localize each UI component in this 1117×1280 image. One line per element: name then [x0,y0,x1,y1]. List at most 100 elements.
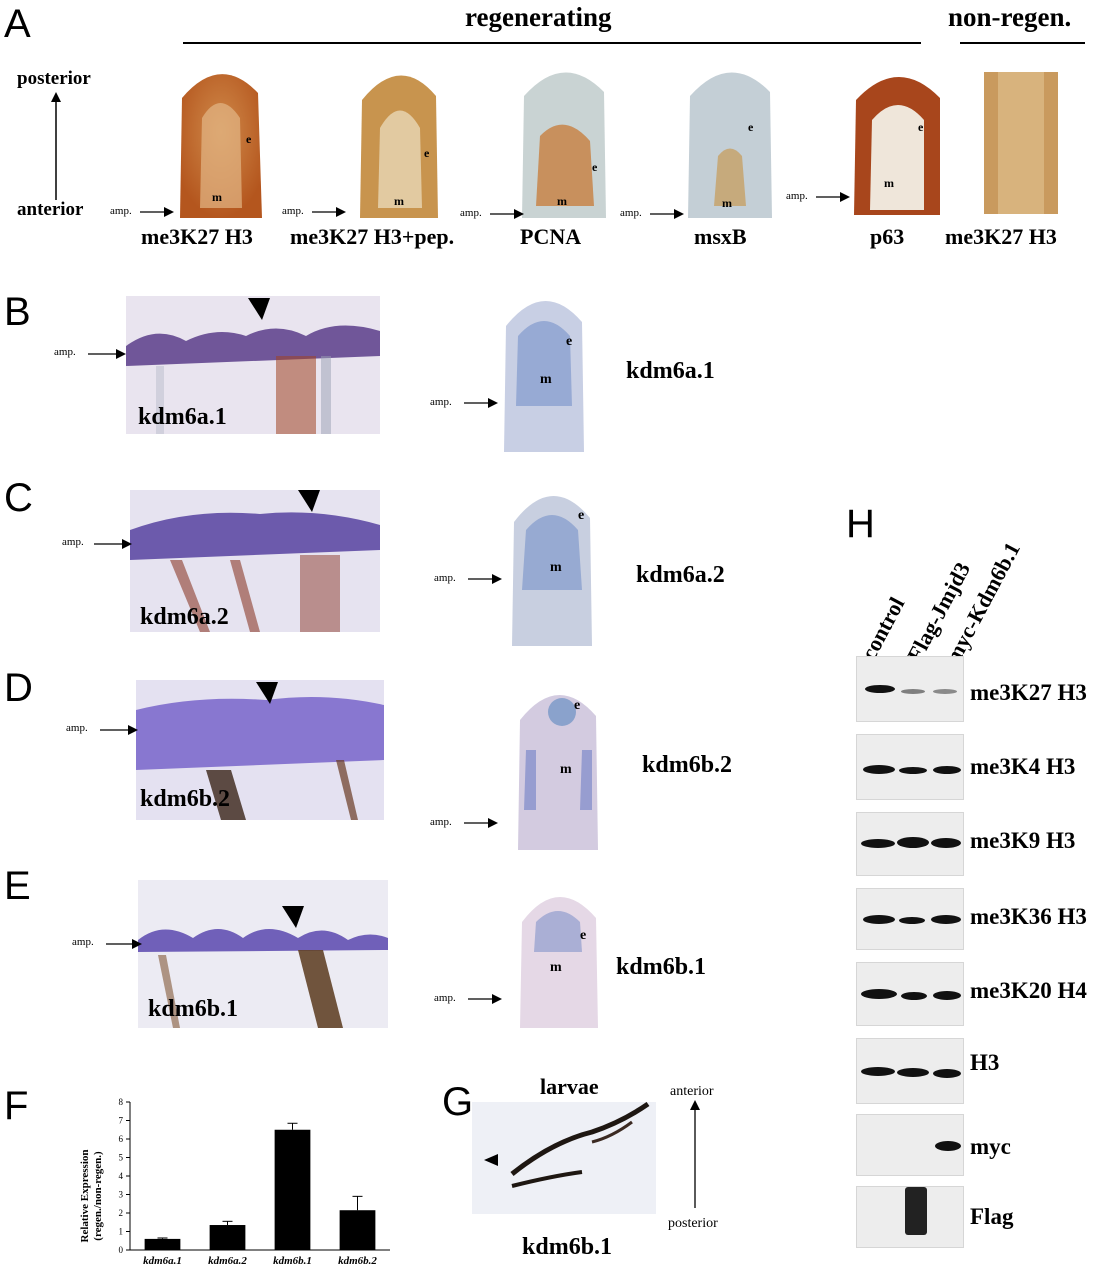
a-section-me3k27 [180,74,262,218]
a2-m-label: m [394,194,404,208]
a3-m-label: m [557,194,567,208]
a3-e-label: e [592,160,598,174]
chart-bar-kdm6b-1 [274,1129,311,1250]
a5-amp-arrow-icon [816,192,850,202]
chart-xtick-label: kdm6a.2 [208,1255,247,1267]
blot-band [865,685,895,693]
chart-xtick-label: kdm6b.2 [338,1255,377,1267]
blot-band [901,992,927,1000]
a-section-pcna [522,72,606,218]
regenerating-line [183,42,921,44]
b-gene-label-right: kdm6a.1 [626,358,715,384]
panel-h-letter: H [846,502,875,546]
blot-label-me3k27-h3: me3K27 H3 [970,680,1087,705]
chart-ytick-label: 8 [119,1097,124,1107]
e2-amp-arrow-icon [468,994,502,1004]
a1-amp-label: amp. [110,205,132,217]
blot-band [933,689,957,694]
d-amp-label: amp. [66,722,88,734]
a1-amp-arrow-icon [140,207,174,217]
blot-flag [856,1186,964,1248]
g-larvae-image [472,1102,656,1214]
chart-ytick-label: 0 [119,1245,124,1255]
chart-bar-kdm6b-2 [339,1210,376,1250]
panel-c-letter: C [4,476,33,520]
blot-band [935,1141,961,1151]
blot-label-me3k36-h3: me3K36 H3 [970,904,1087,929]
blot-band [897,837,929,848]
g-axis-arrow-icon [690,1100,700,1208]
d2-amp-label: amp. [430,816,452,828]
blot-band [901,689,925,694]
d-section-image [518,694,598,850]
blot-me3k36-h3 [856,888,964,950]
panel-b-letter: B [4,290,31,334]
a2-e-label: e [424,146,430,160]
blot-band [933,991,961,1000]
a-label-3: PCNA [520,224,582,249]
chart-ylabel-line1: Relative Expression [79,1150,91,1243]
blot-me3k20-h4 [856,962,964,1026]
chart-ytick-label: 2 [119,1208,124,1218]
c-section-image [512,495,592,646]
c-gene-label: kdm6a.2 [140,604,229,630]
a4-m-label: m [722,196,732,210]
a1-e-label: e [246,132,252,146]
chart-bar-kdm6a-2 [209,1225,246,1250]
b-amp-arrow-icon [88,349,126,359]
c-e-label: e [578,508,585,523]
blot-band [861,1067,895,1076]
chart-ytick-label: 4 [119,1171,124,1181]
a2-amp-label: amp. [282,205,304,217]
blot-band [899,767,927,774]
blot-band [931,838,961,848]
chart-ylabel-line2: (regen./non-regen.) [92,1151,104,1241]
b-arrowhead-icon [248,298,270,320]
e-wholemount-image [138,880,388,1028]
e-amp-arrow-icon [106,939,142,949]
axis-posterior-label: posterior [17,68,91,89]
c2-amp-label: amp. [434,572,456,584]
a5-e-label: e [918,120,924,134]
e-amp-label: amp. [72,936,94,948]
e2-amp-label: amp. [434,992,456,1004]
chart-ytick-label: 1 [119,1227,124,1237]
b-gene-label: kdm6a.1 [138,404,227,430]
chart-xtick-label: kdm6a.1 [143,1255,182,1267]
blot-label-me3k9-h3: me3K9 H3 [970,828,1076,853]
e-arrowhead-icon [282,906,304,928]
g-anterior-label: anterior [670,1084,714,1099]
non-regen-header: non-regen. [948,2,1072,32]
d2-amp-arrow-icon [464,818,498,828]
g-arrowhead-icon [484,1154,498,1166]
blot-label-me3k20-h4: me3K20 H4 [970,978,1087,1003]
blot-h3 [856,1038,964,1104]
a-section-msxb [688,72,772,218]
blot-band [933,1069,961,1078]
axis-arrow-up-icon [51,92,61,200]
blot-band [863,765,895,774]
d-e-label: e [574,698,581,713]
blot-label-myc: myc [970,1134,1011,1159]
d-arrowhead-icon [256,682,278,704]
c-m-label: m [550,560,562,575]
chart-ytick-label: 6 [119,1134,124,1144]
a4-amp-arrow-icon [650,209,684,219]
non-regen-line [960,42,1085,44]
d-amp-arrow-icon [100,725,138,735]
blot-smear [905,1187,927,1235]
chart-bar-kdm6a-1 [144,1238,181,1250]
blot-myc [856,1114,964,1176]
c-wholemount-image [130,490,380,632]
blot-label-h3: H3 [970,1050,1000,1075]
a4-e-label: e [748,120,754,134]
blot-band [931,915,961,924]
b-e-label: e [566,334,573,349]
chart-xtick-label: kdm6b.1 [273,1255,312,1267]
a1-m-label: m [212,190,222,204]
blot-band [899,917,925,924]
regenerating-header: regenerating [465,2,612,32]
a2-amp-arrow-icon [312,207,346,217]
g-gene-label: kdm6b.1 [522,1234,613,1260]
blot-label-flag: Flag [970,1204,1014,1229]
